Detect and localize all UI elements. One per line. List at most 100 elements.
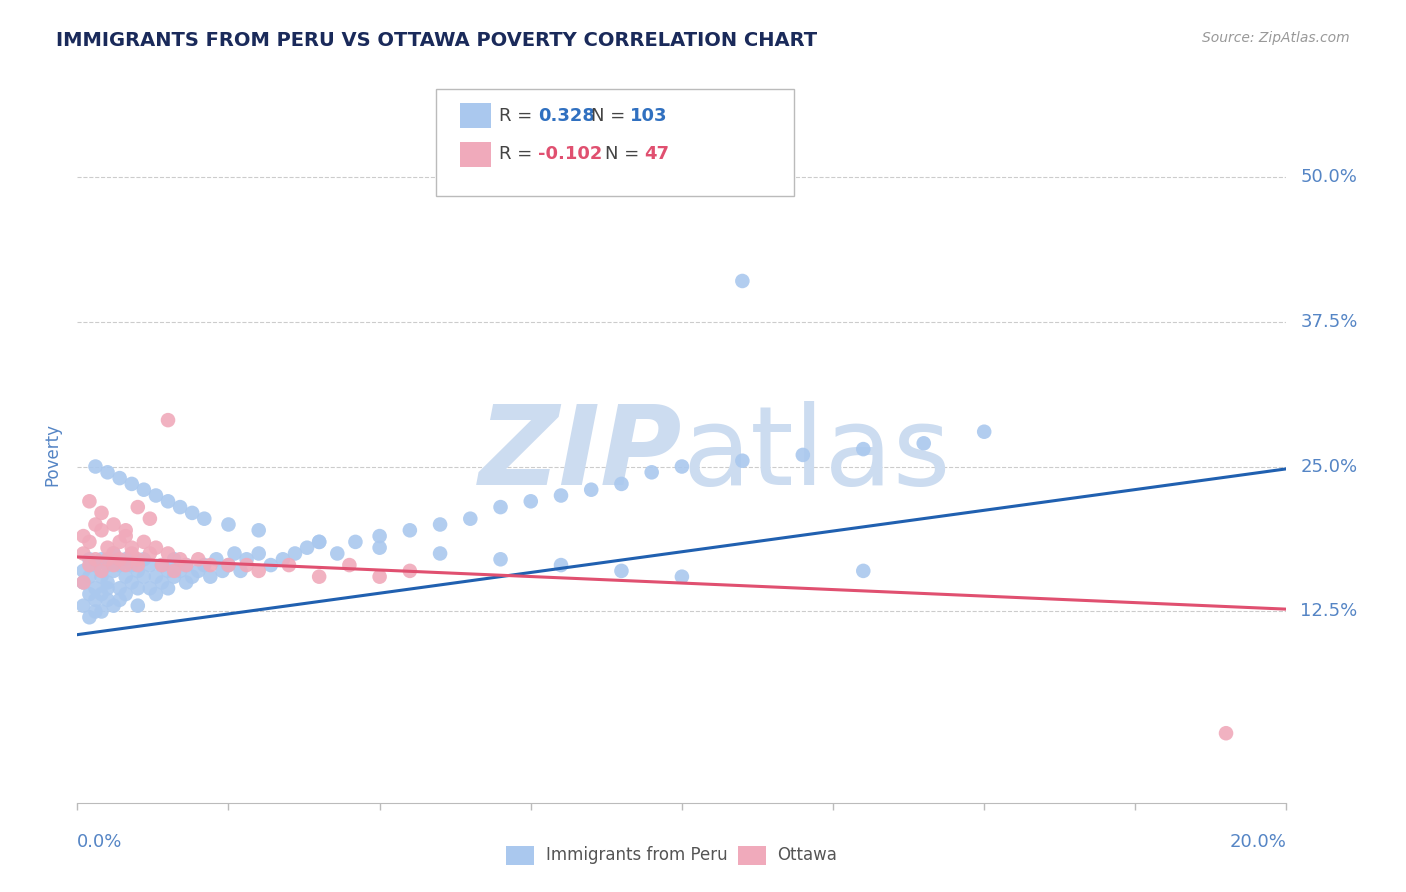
Point xyxy=(169,564,191,578)
Point xyxy=(132,483,155,497)
Point xyxy=(132,552,155,566)
Point xyxy=(205,552,228,566)
Point xyxy=(218,558,240,573)
Point xyxy=(368,541,391,555)
Point xyxy=(121,575,143,590)
Point xyxy=(193,558,215,573)
Text: IMMIGRANTS FROM PERU VS OTTAWA POVERTY CORRELATION CHART: IMMIGRANTS FROM PERU VS OTTAWA POVERTY C… xyxy=(56,31,817,50)
Point xyxy=(145,587,167,601)
Point xyxy=(114,570,136,584)
Point xyxy=(127,564,149,578)
Text: R =: R = xyxy=(499,107,538,125)
Point xyxy=(127,599,149,613)
Point xyxy=(114,552,136,566)
Point xyxy=(731,453,754,467)
Point xyxy=(247,546,270,561)
Point xyxy=(145,489,167,503)
Point xyxy=(229,564,252,578)
Point xyxy=(114,587,136,601)
Point xyxy=(368,570,391,584)
Point xyxy=(121,541,143,555)
Text: 20.0%: 20.0% xyxy=(1230,833,1286,851)
Point xyxy=(121,476,143,491)
Point xyxy=(103,546,125,561)
Point xyxy=(399,564,422,578)
Point xyxy=(581,483,603,497)
Point xyxy=(103,546,125,561)
Point xyxy=(90,506,112,520)
Point xyxy=(103,558,125,573)
Point xyxy=(235,552,257,566)
Point xyxy=(852,564,875,578)
Point xyxy=(278,558,301,573)
Text: N =: N = xyxy=(605,145,644,163)
Point xyxy=(520,494,543,508)
Y-axis label: Poverty: Poverty xyxy=(44,424,62,486)
Point xyxy=(139,546,162,561)
Point xyxy=(127,558,149,573)
Point xyxy=(90,587,112,601)
Text: 103: 103 xyxy=(630,107,668,125)
Text: 50.0%: 50.0% xyxy=(1301,168,1357,186)
Point xyxy=(72,564,94,578)
Point xyxy=(163,564,186,578)
Point xyxy=(145,570,167,584)
Text: 37.5%: 37.5% xyxy=(1301,312,1358,331)
Text: R =: R = xyxy=(499,145,538,163)
Point xyxy=(1215,726,1237,740)
Point xyxy=(260,558,283,573)
Point xyxy=(187,552,209,566)
Point xyxy=(308,534,330,549)
Point xyxy=(79,558,101,573)
Point xyxy=(90,552,112,566)
Point xyxy=(84,558,107,573)
Point xyxy=(121,546,143,561)
Point xyxy=(108,534,131,549)
Point xyxy=(96,582,118,596)
Point xyxy=(103,599,125,613)
Point xyxy=(127,500,149,514)
Point xyxy=(84,605,107,619)
Point xyxy=(284,546,307,561)
Point xyxy=(399,523,422,537)
Point xyxy=(169,552,191,566)
Point xyxy=(90,605,112,619)
Text: atlas: atlas xyxy=(682,401,950,508)
Point xyxy=(235,558,257,573)
Text: 0.0%: 0.0% xyxy=(77,833,122,851)
Point xyxy=(912,436,935,450)
Point xyxy=(792,448,814,462)
Point xyxy=(163,570,186,584)
Point xyxy=(90,564,112,578)
Point xyxy=(127,552,149,566)
Point xyxy=(550,558,572,573)
Point xyxy=(108,471,131,485)
Point xyxy=(150,575,173,590)
Point xyxy=(458,512,481,526)
Point xyxy=(368,529,391,543)
Text: 0.328: 0.328 xyxy=(538,107,596,125)
Point xyxy=(174,558,197,573)
Point xyxy=(174,558,197,573)
Point xyxy=(84,552,107,566)
Point xyxy=(200,570,222,584)
Point xyxy=(79,494,101,508)
Point xyxy=(90,570,112,584)
Point xyxy=(181,570,204,584)
Point xyxy=(157,494,180,508)
Text: -0.102: -0.102 xyxy=(538,145,603,163)
Point xyxy=(429,517,451,532)
Text: 12.5%: 12.5% xyxy=(1301,602,1358,621)
Point xyxy=(108,592,131,607)
Point xyxy=(211,564,233,578)
Text: N =: N = xyxy=(591,107,630,125)
Point xyxy=(90,523,112,537)
Point xyxy=(79,610,101,624)
Point xyxy=(103,517,125,532)
Point xyxy=(79,587,101,601)
Point xyxy=(108,552,131,566)
Point xyxy=(671,570,693,584)
Point xyxy=(247,564,270,578)
Point xyxy=(247,523,270,537)
Point xyxy=(96,552,118,566)
